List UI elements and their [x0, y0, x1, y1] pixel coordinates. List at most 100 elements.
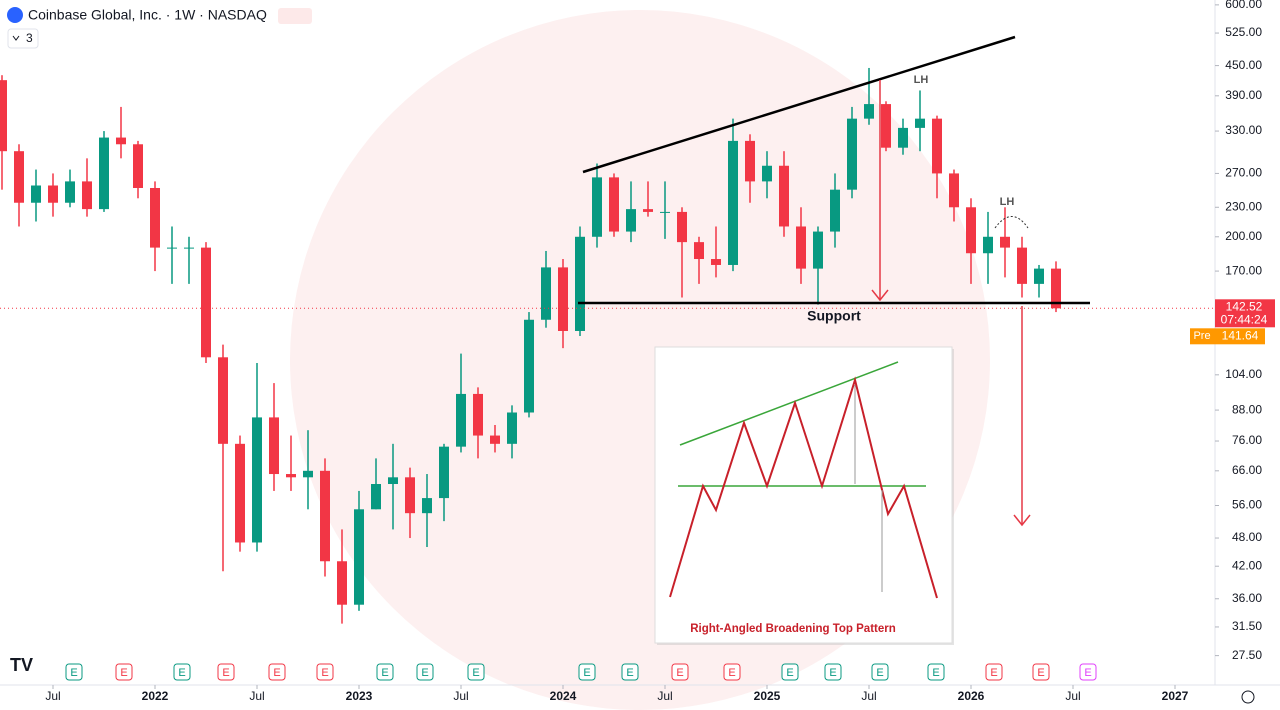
y-tick-label: 600.00	[1225, 0, 1262, 11]
annotation: Support	[807, 308, 861, 324]
earnings-marker[interactable]	[115, 663, 133, 681]
symbol-title[interactable]: Coinbase Global, Inc. · 1W · NASDAQ	[28, 7, 267, 23]
x-tick-label: 2026	[958, 689, 985, 703]
candle-body	[303, 470, 313, 478]
earnings-marker[interactable]	[376, 663, 394, 681]
x-tick-label: Jul	[861, 689, 876, 703]
candle-body	[643, 209, 653, 212]
candle-body	[405, 477, 415, 514]
status-badge[interactable]	[278, 8, 312, 24]
candle-body	[99, 137, 109, 210]
candle-body	[949, 173, 959, 208]
y-tick-label: 56.00	[1232, 498, 1262, 512]
candle-body	[422, 498, 432, 514]
candle-body	[813, 231, 823, 269]
price-label: 142.52	[1226, 299, 1263, 313]
earnings-label: E	[876, 667, 883, 679]
indicator-toggle[interactable]	[7, 28, 39, 49]
candle-body	[915, 118, 925, 128]
arrow-head	[1013, 514, 1031, 527]
indicator-count: 3	[26, 31, 33, 45]
candle-body	[898, 127, 908, 148]
candle-body	[1000, 236, 1010, 248]
earnings-marker[interactable]	[65, 663, 83, 681]
earnings-marker[interactable]	[268, 663, 286, 681]
earnings-marker[interactable]	[578, 663, 596, 681]
earnings-label: E	[421, 667, 428, 679]
x-tick-label: 2027	[1162, 689, 1189, 703]
earnings-label: E	[829, 667, 836, 679]
earnings-marker[interactable]	[985, 663, 1003, 681]
candle-body	[14, 151, 24, 203]
earnings-label: E	[786, 667, 793, 679]
candle-body	[779, 165, 789, 227]
candle-body	[830, 189, 840, 232]
y-tick-label: 525.00	[1225, 25, 1262, 39]
candle-body	[388, 477, 398, 485]
inset	[654, 346, 953, 644]
x-tick-label: Jul	[453, 689, 468, 703]
earnings-marker[interactable]	[217, 663, 235, 681]
earnings-label: E	[1084, 667, 1091, 679]
y-tick-label: 31.50	[1232, 619, 1262, 633]
candle-body	[524, 319, 534, 413]
earnings-marker[interactable]	[1032, 663, 1050, 681]
earnings-marker[interactable]	[467, 663, 485, 681]
earnings-marker[interactable]	[621, 663, 639, 681]
earnings-marker[interactable]	[671, 663, 689, 681]
candle-body	[847, 118, 857, 190]
earnings-marker[interactable]	[723, 663, 741, 681]
trend-line	[582, 35, 1016, 174]
tv-logo[interactable]: TV	[10, 655, 33, 675]
candle-body	[201, 247, 211, 358]
earnings-marker[interactable]	[927, 663, 945, 681]
earnings-marker[interactable]	[1079, 663, 1097, 681]
candle-body	[354, 509, 364, 605]
earnings-marker[interactable]	[173, 663, 191, 681]
candle-body	[609, 177, 619, 232]
earnings-marker[interactable]	[416, 663, 434, 681]
x-tick-label: 2025	[754, 689, 781, 703]
earnings-label: E	[626, 667, 633, 679]
candle-body	[286, 474, 296, 478]
y-tick-label: 36.00	[1232, 591, 1262, 605]
pre-label: 141.64	[1222, 328, 1259, 342]
candle-body	[167, 247, 177, 249]
candle-body	[65, 181, 75, 203]
candle-body	[762, 165, 772, 182]
candle-body	[269, 417, 279, 475]
candle-body	[150, 187, 160, 248]
x-tick-label: 2022	[142, 689, 169, 703]
earnings-label: E	[178, 667, 185, 679]
inset-line	[679, 361, 899, 446]
earnings-marker[interactable]	[824, 663, 842, 681]
earnings-label: E	[472, 667, 479, 679]
y-tick-label: 170.00	[1225, 263, 1262, 277]
earnings-marker[interactable]	[316, 663, 334, 681]
y-tick-label: 450.00	[1225, 58, 1262, 72]
candle-body	[133, 144, 143, 188]
candle-body	[1051, 268, 1061, 309]
settings-icon[interactable]	[1241, 690, 1255, 704]
candle-body	[575, 236, 585, 331]
candle-body	[592, 177, 602, 237]
earnings-label: E	[321, 667, 328, 679]
y-tick-label: 270.00	[1225, 166, 1262, 180]
candle-body	[48, 185, 58, 203]
earnings-marker[interactable]	[781, 663, 799, 681]
candle-body	[966, 207, 976, 254]
candle-body	[507, 412, 517, 444]
chevron	[12, 35, 20, 41]
inset-pattern	[669, 376, 938, 599]
earnings-label: E	[728, 667, 735, 679]
y-tick-label: 390.00	[1225, 88, 1262, 102]
pre-tag: Pre	[1193, 330, 1210, 342]
candle-body	[932, 118, 942, 174]
earnings-marker[interactable]	[871, 663, 889, 681]
x-tick-label: Jul	[657, 689, 672, 703]
candle-body	[184, 247, 194, 249]
candle-body	[711, 259, 721, 265]
candle-body	[864, 104, 874, 119]
arrow-head	[871, 289, 889, 302]
y-tick-label: 200.00	[1225, 229, 1262, 243]
